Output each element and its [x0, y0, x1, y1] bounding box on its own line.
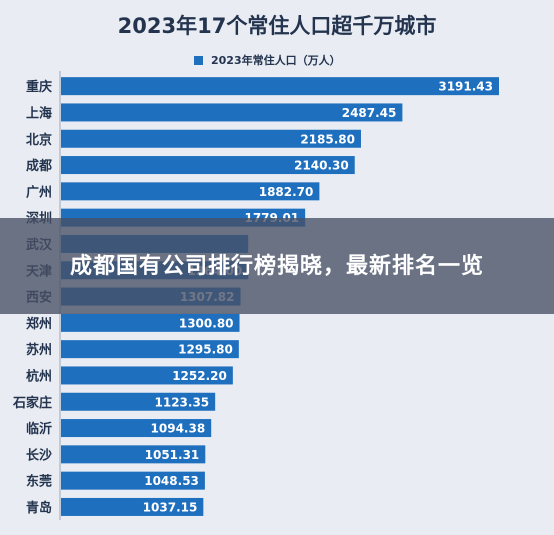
- chart-title: 2023年17个常住人口超千万城市: [117, 14, 437, 38]
- bar: [61, 340, 239, 359]
- bar: [61, 419, 212, 438]
- y-tick-label: 北京: [26, 132, 52, 148]
- y-tick-label: 上海: [26, 105, 52, 121]
- data-label: 2140.30: [294, 159, 349, 173]
- y-tick-label: 苏州: [26, 342, 52, 358]
- legend-label: 2023年常住人口（万人）: [211, 54, 341, 67]
- data-label: 1123.35: [155, 395, 210, 409]
- data-label: 1300.80: [179, 316, 234, 330]
- y-tick-label: 临沂: [26, 421, 52, 437]
- y-tick-label: 郑州: [26, 316, 52, 332]
- bar: [61, 77, 499, 96]
- bar: [61, 392, 216, 411]
- y-tick-label: 成都: [26, 158, 52, 174]
- headline-banner: 成都国有公司排行榜揭晓，最新排名一览: [0, 218, 554, 314]
- y-tick-label: 杭州: [26, 368, 52, 384]
- headline-text: 成都国有公司排行榜揭晓，最新排名一览: [69, 253, 484, 279]
- y-tick-label: 东莞: [26, 474, 52, 490]
- data-label: 2185.80: [300, 132, 355, 146]
- y-tick-label: 广州: [26, 184, 52, 200]
- data-label: 1252.20: [172, 369, 227, 383]
- bar: [61, 103, 403, 122]
- bar: [61, 471, 205, 490]
- data-label: 1295.80: [178, 343, 233, 357]
- bar: [61, 313, 240, 332]
- bar: [61, 156, 355, 175]
- bar: [61, 129, 361, 148]
- y-tick-label: 重庆: [26, 79, 52, 95]
- chart-legend: 2023年常住人口（万人）: [194, 52, 341, 68]
- bar: [61, 445, 206, 464]
- y-tick-label: 青岛: [26, 500, 52, 516]
- data-label: 1037.15: [143, 500, 198, 514]
- data-label: 1882.70: [259, 185, 314, 199]
- data-label: 1051.31: [145, 448, 200, 462]
- bar: [61, 366, 233, 385]
- bar: [61, 182, 320, 201]
- legend-swatch: [194, 55, 203, 65]
- bar: [61, 497, 204, 516]
- y-tick-label: 长沙: [26, 447, 52, 463]
- data-label: 2487.45: [342, 106, 397, 120]
- data-label: 1094.38: [151, 422, 206, 436]
- data-label: 1048.53: [144, 474, 199, 488]
- data-label: 3191.43: [438, 80, 493, 94]
- y-tick-label: 石家庄: [12, 395, 52, 411]
